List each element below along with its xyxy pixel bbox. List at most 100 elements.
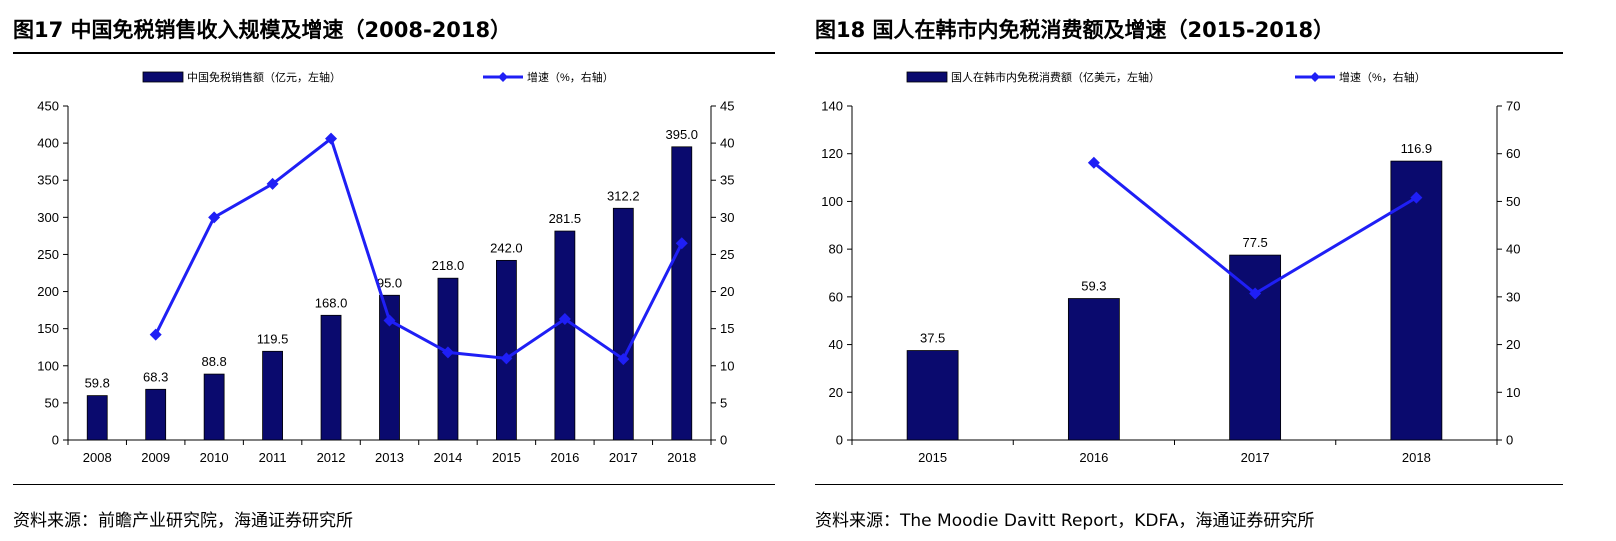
y-tick-label-right: 15 xyxy=(720,321,734,336)
y-tick-label-left: 0 xyxy=(836,433,843,448)
y-tick-label-left: 80 xyxy=(829,242,843,257)
y-tick-label-right: 0 xyxy=(1506,433,1513,448)
chart-1: 0 50 100 150 200 250 300 350 400 450 0 5 10 15 20 25 30 3… xyxy=(37,70,734,465)
bar-data-label: 116.9 xyxy=(1401,141,1433,156)
bar-data-label: 119.5 xyxy=(257,331,289,346)
growth-point xyxy=(266,177,279,190)
chart-2: 0 20 40 60 80 100 120 140 0 10 20 30 40 50 60 70 2015 201… xyxy=(821,70,1520,465)
x-tick-label: 2013 xyxy=(375,450,404,465)
x-tick-label: 2015 xyxy=(918,450,947,465)
title-rule-2 xyxy=(815,52,1563,54)
y-tick-label-right: 40 xyxy=(720,136,734,151)
y-tick-label-right: 20 xyxy=(1506,337,1520,352)
growth-point xyxy=(675,237,688,250)
y-tick-label-left: 400 xyxy=(37,136,59,151)
growth-point xyxy=(383,314,396,327)
x-tick-label: 2016 xyxy=(1079,450,1108,465)
bar xyxy=(906,350,959,441)
legend-line-marker xyxy=(1310,72,1320,82)
y-tick-label-left: 20 xyxy=(829,385,843,400)
y-tick-label-right: 10 xyxy=(1506,385,1520,400)
y-tick-label-left: 40 xyxy=(829,337,843,352)
y-tick-label-left: 300 xyxy=(37,210,59,225)
x-tick-label: 2018 xyxy=(667,450,696,465)
y-tick-label-left: 250 xyxy=(37,247,59,262)
x-tick-label: 2011 xyxy=(259,450,287,465)
title-rule-1 xyxy=(13,52,775,54)
bar-data-label: 88.8 xyxy=(201,354,226,369)
source-rule-2 xyxy=(815,484,1563,485)
y-tick-label-left: 60 xyxy=(829,289,843,304)
legend-bar-swatch xyxy=(906,71,948,83)
growth-point xyxy=(325,132,338,145)
bar-data-label: 59.3 xyxy=(1081,279,1106,294)
bar xyxy=(379,294,400,441)
y-tick-label-right: 30 xyxy=(720,210,734,225)
bar-data-label: 95.0 xyxy=(377,275,402,290)
bar xyxy=(612,207,634,441)
x-tick-label: 2014 xyxy=(433,450,462,465)
growth-point xyxy=(558,313,571,326)
chart-title-2: 图18 国人在韩市内免税消费额及增速（2015-2018） xyxy=(815,18,1335,42)
growth-point xyxy=(1249,287,1262,300)
bar xyxy=(145,388,167,441)
y-tick-label-left: 140 xyxy=(821,99,843,114)
legend-bar-swatch xyxy=(142,71,184,83)
x-tick-label: 2015 xyxy=(492,450,521,465)
y-tick-label-left: 350 xyxy=(37,173,59,188)
y-tick-label-right: 20 xyxy=(720,284,734,299)
legend-line-label: 增速（%，右轴） xyxy=(1339,70,1426,84)
growth-point xyxy=(617,353,630,366)
y-tick-label-left: 450 xyxy=(37,99,59,114)
bar xyxy=(496,259,517,441)
source-rule-1 xyxy=(13,484,775,485)
y-tick-label-right: 35 xyxy=(720,173,734,188)
x-tick-label: 2008 xyxy=(83,450,112,465)
bar-data-label: 68.3 xyxy=(143,369,168,384)
chart-title-1: 图17 中国免税销售收入规模及增速（2008-2018） xyxy=(13,18,512,42)
x-tick-label: 2016 xyxy=(550,450,579,465)
growth-line xyxy=(154,136,684,362)
chart-source-1: 资料来源：前瞻产业研究院，海通证券研究所 xyxy=(13,511,353,531)
x-tick-label: 2017 xyxy=(609,450,638,465)
y-tick-label-left: 120 xyxy=(821,146,843,161)
y-tick-label-left: 100 xyxy=(821,194,843,209)
y-tick-label-right: 0 xyxy=(720,433,727,448)
bar xyxy=(437,277,459,441)
bar-data-label: 312.2 xyxy=(607,188,640,203)
y-tick-label-right: 30 xyxy=(1506,289,1520,304)
x-tick-label: 2018 xyxy=(1402,450,1431,465)
y-tick-label-left: 0 xyxy=(52,433,59,448)
legend-line-label: 增速（%，右轴） xyxy=(527,70,614,84)
bar xyxy=(554,230,576,441)
y-tick-label-right: 10 xyxy=(720,358,734,373)
chart-panel-1: 图17 中国免税销售收入规模及增速（2008-2018） 0 50 100 150 20… xyxy=(13,0,775,541)
y-tick-label-right: 60 xyxy=(1506,146,1520,161)
bar xyxy=(671,146,693,441)
y-tick-label-left: 200 xyxy=(37,284,59,299)
y-tick-label-right: 70 xyxy=(1506,99,1520,114)
bar-data-label: 395.0 xyxy=(665,127,698,142)
y-tick-label-left: 100 xyxy=(37,358,59,373)
legend-bar-label: 中国免税销售额（亿元，左轴） xyxy=(187,70,341,84)
growth-point xyxy=(441,346,454,359)
bar xyxy=(203,373,225,441)
growth-point xyxy=(500,352,513,365)
bar xyxy=(86,395,108,441)
bar xyxy=(262,350,283,441)
bar xyxy=(1229,254,1282,441)
bar-data-label: 242.0 xyxy=(490,240,523,255)
growth-point xyxy=(1087,156,1100,169)
bar-data-label: 281.5 xyxy=(549,211,582,226)
y-tick-label-left: 50 xyxy=(45,395,59,410)
bar xyxy=(320,314,342,441)
y-tick-label-right: 40 xyxy=(1506,242,1520,257)
bar-data-label: 168.0 xyxy=(315,295,348,310)
bar-data-label: 218.0 xyxy=(432,258,465,273)
legend-line-marker xyxy=(498,72,508,82)
x-tick-label: 2009 xyxy=(141,450,170,465)
y-tick-label-right: 50 xyxy=(1506,194,1520,209)
legend-bar-label: 国人在韩市内免税消费额（亿美元，左轴） xyxy=(951,70,1160,84)
chart-panel-2: 图18 国人在韩市内免税消费额及增速（2015-2018） 0 20 40 60 80 1… xyxy=(815,0,1563,541)
x-tick-label: 2010 xyxy=(200,450,229,465)
